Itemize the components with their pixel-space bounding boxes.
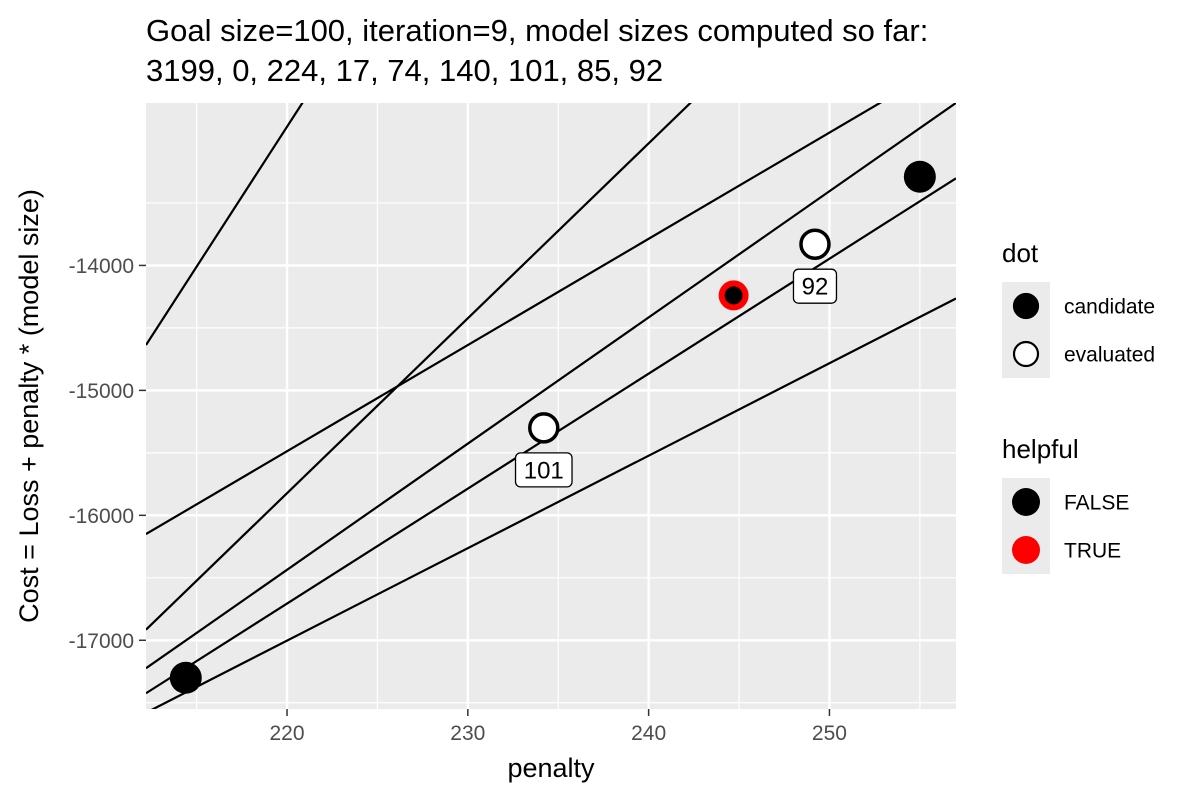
x-tick-label-230: 230 bbox=[450, 722, 485, 745]
legend-label-FALSE: FALSE bbox=[1064, 492, 1129, 515]
x-tick-label-240: 240 bbox=[631, 722, 666, 745]
plot-panel bbox=[146, 103, 956, 709]
model-line-74 bbox=[150, 297, 956, 709]
x-axis-title: penalty bbox=[507, 753, 595, 783]
point-label-box-92 bbox=[792, 268, 838, 304]
legend-label-evaluated: evaluated bbox=[1064, 344, 1155, 367]
point-label-92: 92 bbox=[802, 274, 829, 301]
legend-label-candidate: candidate bbox=[1064, 296, 1155, 319]
grid-minor bbox=[146, 103, 956, 709]
x-tick-label-250: 250 bbox=[812, 722, 847, 745]
chart-title-line-2: 3199, 0, 224, 17, 74, 140, 101, 85, 92 bbox=[146, 53, 663, 88]
point-label-101: 101 bbox=[524, 457, 564, 484]
grid-major bbox=[146, 103, 956, 709]
point-evaluated-101 bbox=[528, 412, 560, 444]
points bbox=[169, 160, 936, 694]
legend-title-helpful: helpful bbox=[1002, 434, 1079, 464]
legend-title-dot: dot bbox=[1002, 238, 1039, 268]
y-tick-label--17000: -17000 bbox=[69, 630, 134, 653]
point-label-box-101 bbox=[514, 452, 573, 488]
legend-symbol-evaluated bbox=[1012, 340, 1040, 368]
point-evaluated-92 bbox=[799, 228, 831, 260]
model-line-85 bbox=[146, 103, 883, 536]
y-tick-label--14000: -14000 bbox=[69, 255, 134, 278]
y-tick-label--16000: -16000 bbox=[69, 505, 134, 528]
x-axis-ticks: 220 230 240 250 bbox=[270, 709, 847, 745]
x-tick-label-220: 220 bbox=[270, 722, 305, 745]
model-line-101 bbox=[146, 103, 956, 670]
legend-symbol-FALSE bbox=[1012, 488, 1040, 516]
y-axis-ticks: -17000 -16000 -15000 -14000 bbox=[69, 255, 146, 653]
legend-symbol-TRUE bbox=[1012, 536, 1040, 564]
y-tick-label--15000: -15000 bbox=[69, 380, 134, 403]
y-axis-title: Cost = Loss + penalty * (model size) bbox=[14, 189, 44, 623]
legend-label-TRUE: TRUE bbox=[1064, 540, 1121, 563]
legend-symbol-candidate bbox=[1012, 292, 1040, 320]
point-candidate-0 bbox=[169, 661, 202, 694]
point-labels: 101 92 bbox=[514, 268, 838, 488]
chart-title-line-1: Goal size=100, iteration=9, model sizes … bbox=[146, 13, 928, 48]
point-helpful-true-core bbox=[724, 286, 743, 305]
model-line-224 bbox=[146, 103, 304, 346]
legend: dot candidate evaluated helpful FALSE TRUE bbox=[1002, 238, 1155, 574]
model-line-140 bbox=[146, 103, 692, 631]
point-candidate-4 bbox=[903, 160, 936, 193]
